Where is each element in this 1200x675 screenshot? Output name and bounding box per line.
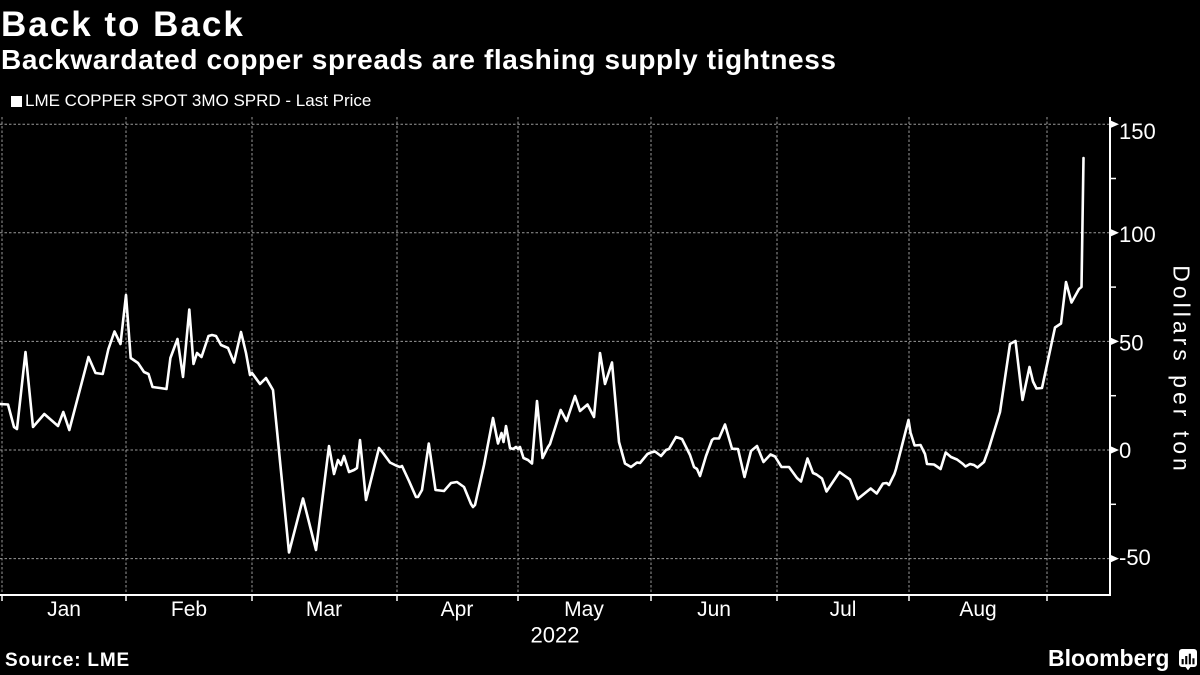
svg-text:Apr: Apr xyxy=(441,598,474,621)
svg-text:100: 100 xyxy=(1119,222,1156,247)
svg-text:Jul: Jul xyxy=(830,598,857,621)
svg-text:-50: -50 xyxy=(1119,545,1151,570)
svg-text:0: 0 xyxy=(1119,438,1131,463)
svg-text:Feb: Feb xyxy=(171,598,207,621)
svg-text:May: May xyxy=(564,598,604,621)
svg-text:150: 150 xyxy=(1119,119,1156,144)
svg-text:Mar: Mar xyxy=(306,598,342,621)
svg-text:50: 50 xyxy=(1119,331,1143,356)
svg-text:Jan: Jan xyxy=(47,598,81,621)
svg-text:Dollars per ton: Dollars per ton xyxy=(1169,265,1195,475)
svg-text:2022: 2022 xyxy=(531,623,580,648)
svg-text:Jun: Jun xyxy=(697,598,731,621)
svg-text:Aug: Aug xyxy=(959,598,996,621)
